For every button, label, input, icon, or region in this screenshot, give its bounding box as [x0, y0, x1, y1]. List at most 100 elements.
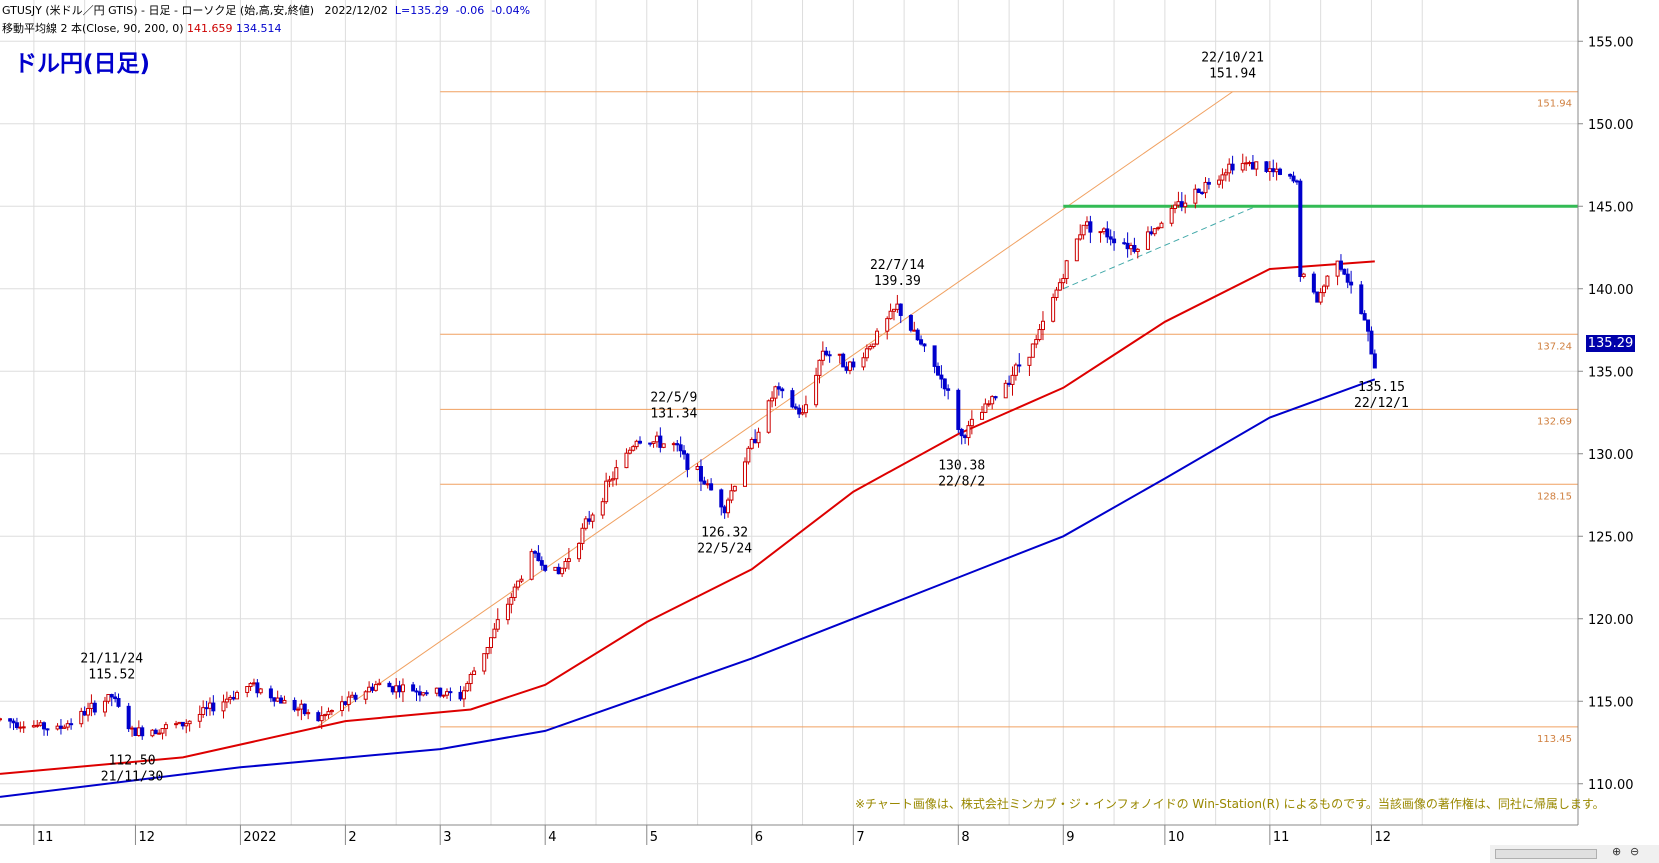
- candle-body: [543, 564, 548, 571]
- annotation-bottom: 22/12/1: [1354, 396, 1409, 411]
- candle-body: [38, 722, 43, 726]
- y-tick-label: 125.00: [1588, 530, 1634, 545]
- candle-body: [583, 518, 588, 529]
- candle-body: [891, 308, 896, 312]
- candle-body: [726, 499, 731, 514]
- candle-body: [1081, 224, 1086, 236]
- candle-body: [1084, 221, 1089, 226]
- candle-body: [766, 400, 771, 433]
- candle-body: [756, 431, 761, 444]
- annotation-bottom: 115.52: [88, 668, 135, 683]
- candle-body: [245, 686, 250, 693]
- candle-body: [685, 453, 690, 470]
- candle-body: [282, 699, 287, 704]
- candle-body: [1338, 260, 1343, 270]
- candle-body: [1145, 231, 1150, 250]
- candle-body: [82, 710, 87, 716]
- candle-body: [563, 560, 568, 569]
- candle-body: [1342, 268, 1347, 275]
- candle-body: [184, 723, 189, 727]
- candle-body: [180, 721, 185, 727]
- y-tick-label: 140.00: [1588, 283, 1634, 298]
- candle-body: [729, 490, 734, 501]
- annotation-bottom: 139.39: [874, 274, 921, 289]
- candle-body: [966, 425, 971, 439]
- candle-body: [1247, 162, 1252, 165]
- candle-body: [1108, 236, 1113, 240]
- grid: [0, 0, 1578, 825]
- candle-body: [986, 403, 991, 406]
- candle-body: [1203, 181, 1208, 194]
- candle-body: [1267, 168, 1272, 172]
- candle-body: [370, 686, 375, 691]
- candle-body: [0, 718, 2, 721]
- trend-line: [318, 91, 1233, 727]
- y-tick-label: 135.00: [1588, 365, 1634, 380]
- candle-body: [89, 702, 94, 709]
- candle-body: [614, 467, 619, 480]
- candle-body: [1227, 163, 1232, 174]
- candle-body: [163, 724, 168, 730]
- candle-body: [414, 690, 419, 693]
- candle-body: [211, 702, 216, 712]
- candle-body: [705, 483, 710, 486]
- candle-body: [827, 354, 832, 357]
- candle-body: [722, 506, 727, 514]
- candle-body: [942, 378, 947, 390]
- candle-body: [1159, 222, 1164, 229]
- scrollbar-handle[interactable]: [1495, 849, 1597, 859]
- candle-body: [695, 466, 700, 470]
- candle-body: [610, 478, 615, 481]
- annotation-top: 130.38: [938, 458, 985, 473]
- candle-body: [1074, 238, 1079, 262]
- candle-body: [1169, 207, 1174, 224]
- candle-body: [1311, 273, 1316, 293]
- header-line-2: 移動平均線 2 本(Close, 90, 200, 0) 141.659 134…: [2, 20, 282, 36]
- candle-body: [468, 674, 473, 685]
- candle-body: [1322, 285, 1327, 294]
- candle-body: [1369, 330, 1374, 355]
- candle-body: [1013, 364, 1018, 376]
- candle-body: [235, 691, 240, 700]
- candle-body: [1193, 188, 1198, 204]
- x-tick-label: 11: [1273, 830, 1290, 845]
- level-label: 137.24: [1537, 341, 1572, 352]
- copyright-note: ※チャート画像は、株式会社ミンカブ・ジ・インフォノイドの Win-Station…: [855, 797, 1605, 811]
- zoom-in-icon[interactable]: ⊕: [1612, 845, 1622, 858]
- candle-body: [31, 725, 36, 728]
- candle-body: [228, 696, 233, 700]
- candle-body: [157, 732, 162, 735]
- candle-body: [485, 646, 490, 655]
- candle-body: [875, 330, 880, 345]
- candle-body: [800, 412, 805, 415]
- candle-body: [150, 729, 155, 737]
- candle-body: [1366, 319, 1371, 332]
- x-tick-label: 2022: [243, 830, 276, 845]
- candle-body: [908, 314, 913, 331]
- candle-body: [434, 687, 439, 694]
- candle-body: [1244, 162, 1249, 165]
- candle-body: [1101, 228, 1106, 233]
- candle-body: [444, 691, 449, 696]
- candle-body: [539, 560, 544, 566]
- candle-body: [824, 350, 829, 356]
- candle-body: [1254, 161, 1259, 170]
- candle-body: [505, 603, 510, 621]
- candle-body: [363, 691, 368, 700]
- candle-body: [732, 485, 737, 492]
- candle-body: [417, 691, 422, 696]
- candle-body: [851, 361, 856, 368]
- candle-body: [441, 694, 446, 697]
- candle-body: [627, 449, 632, 454]
- x-tick-label: 5: [650, 830, 658, 845]
- candle-body: [1200, 191, 1205, 194]
- candle-body: [587, 518, 592, 522]
- annotation-top: 135.15: [1358, 380, 1405, 395]
- candle-body: [956, 389, 961, 430]
- candle-body: [719, 489, 724, 508]
- header-ma200: 134.514: [236, 22, 282, 35]
- candle-body: [1098, 231, 1103, 234]
- candle-body: [258, 688, 263, 694]
- candle-body: [651, 441, 656, 444]
- zoom-out-icon[interactable]: ⊖: [1630, 845, 1640, 858]
